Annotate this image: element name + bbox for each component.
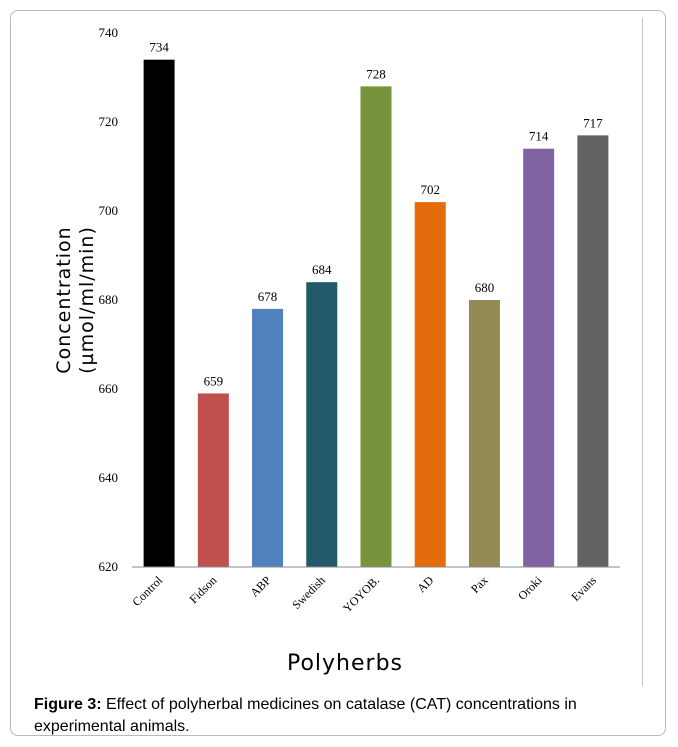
bar-yoyob <box>360 86 392 568</box>
y-axis-title-line2: (µmol/ml/min) <box>76 226 98 374</box>
data-label: 678 <box>258 289 278 304</box>
bar-control <box>143 59 175 567</box>
data-label: 714 <box>529 129 549 144</box>
x-category-label: Evans <box>568 573 599 604</box>
frame-divider <box>642 18 643 686</box>
x-category-label: Control <box>129 573 165 609</box>
bars <box>143 59 609 568</box>
bar-swedish <box>306 282 338 567</box>
bar-pax <box>468 300 500 567</box>
caption-label: Figure 3: <box>34 696 102 713</box>
x-category-label: ABP <box>247 573 274 600</box>
x-category-label: AD <box>414 573 436 595</box>
figure-caption: Figure 3: Effect of polyherbal medicines… <box>34 694 664 738</box>
y-tick-label: 640 <box>99 470 119 485</box>
y-tick-label: 740 <box>99 25 119 40</box>
y-tick-label: 720 <box>99 114 119 129</box>
y-axis-title-line1: Concentration <box>53 226 75 373</box>
bar-evans <box>577 135 609 567</box>
y-tick-label: 680 <box>99 292 119 307</box>
data-label: 659 <box>204 373 224 388</box>
data-labels: 734 659 678 684 728 702 680 714 717 <box>149 40 603 389</box>
data-label: 717 <box>583 115 603 130</box>
data-label: 728 <box>366 66 386 81</box>
y-tick-label: 660 <box>99 381 119 396</box>
x-category-label: Oroki <box>515 573 545 603</box>
figure-frame <box>10 10 666 736</box>
data-label: 680 <box>475 280 495 295</box>
x-axis-categories: Control Fidson ABP Swedish YOYOB. AD Pax Oroki E… <box>129 573 599 616</box>
data-label: 702 <box>420 182 440 197</box>
bar-abp <box>252 308 284 567</box>
data-label: 684 <box>312 262 332 277</box>
x-category-label: Pax <box>468 573 491 596</box>
data-label: 734 <box>149 40 169 55</box>
bar-ad <box>414 202 446 567</box>
x-category-label: Fidson <box>186 573 219 606</box>
x-category-label: Swedish <box>289 573 328 612</box>
bar-chart: 620 640 660 680 700 720 740 734 659 678 684 728 702… <box>53 25 620 676</box>
x-axis-title: Polyherbs <box>287 651 403 676</box>
y-tick-label: 700 <box>99 203 119 218</box>
bar-fidson <box>197 393 229 567</box>
x-category-label: YOYOB. <box>340 573 382 615</box>
y-axis-ticks: 620 640 660 680 700 720 740 <box>99 25 119 574</box>
bar-oroki <box>523 148 555 567</box>
caption-text: Effect of polyherbal medicines on catala… <box>34 696 577 735</box>
y-tick-label: 620 <box>99 559 119 574</box>
